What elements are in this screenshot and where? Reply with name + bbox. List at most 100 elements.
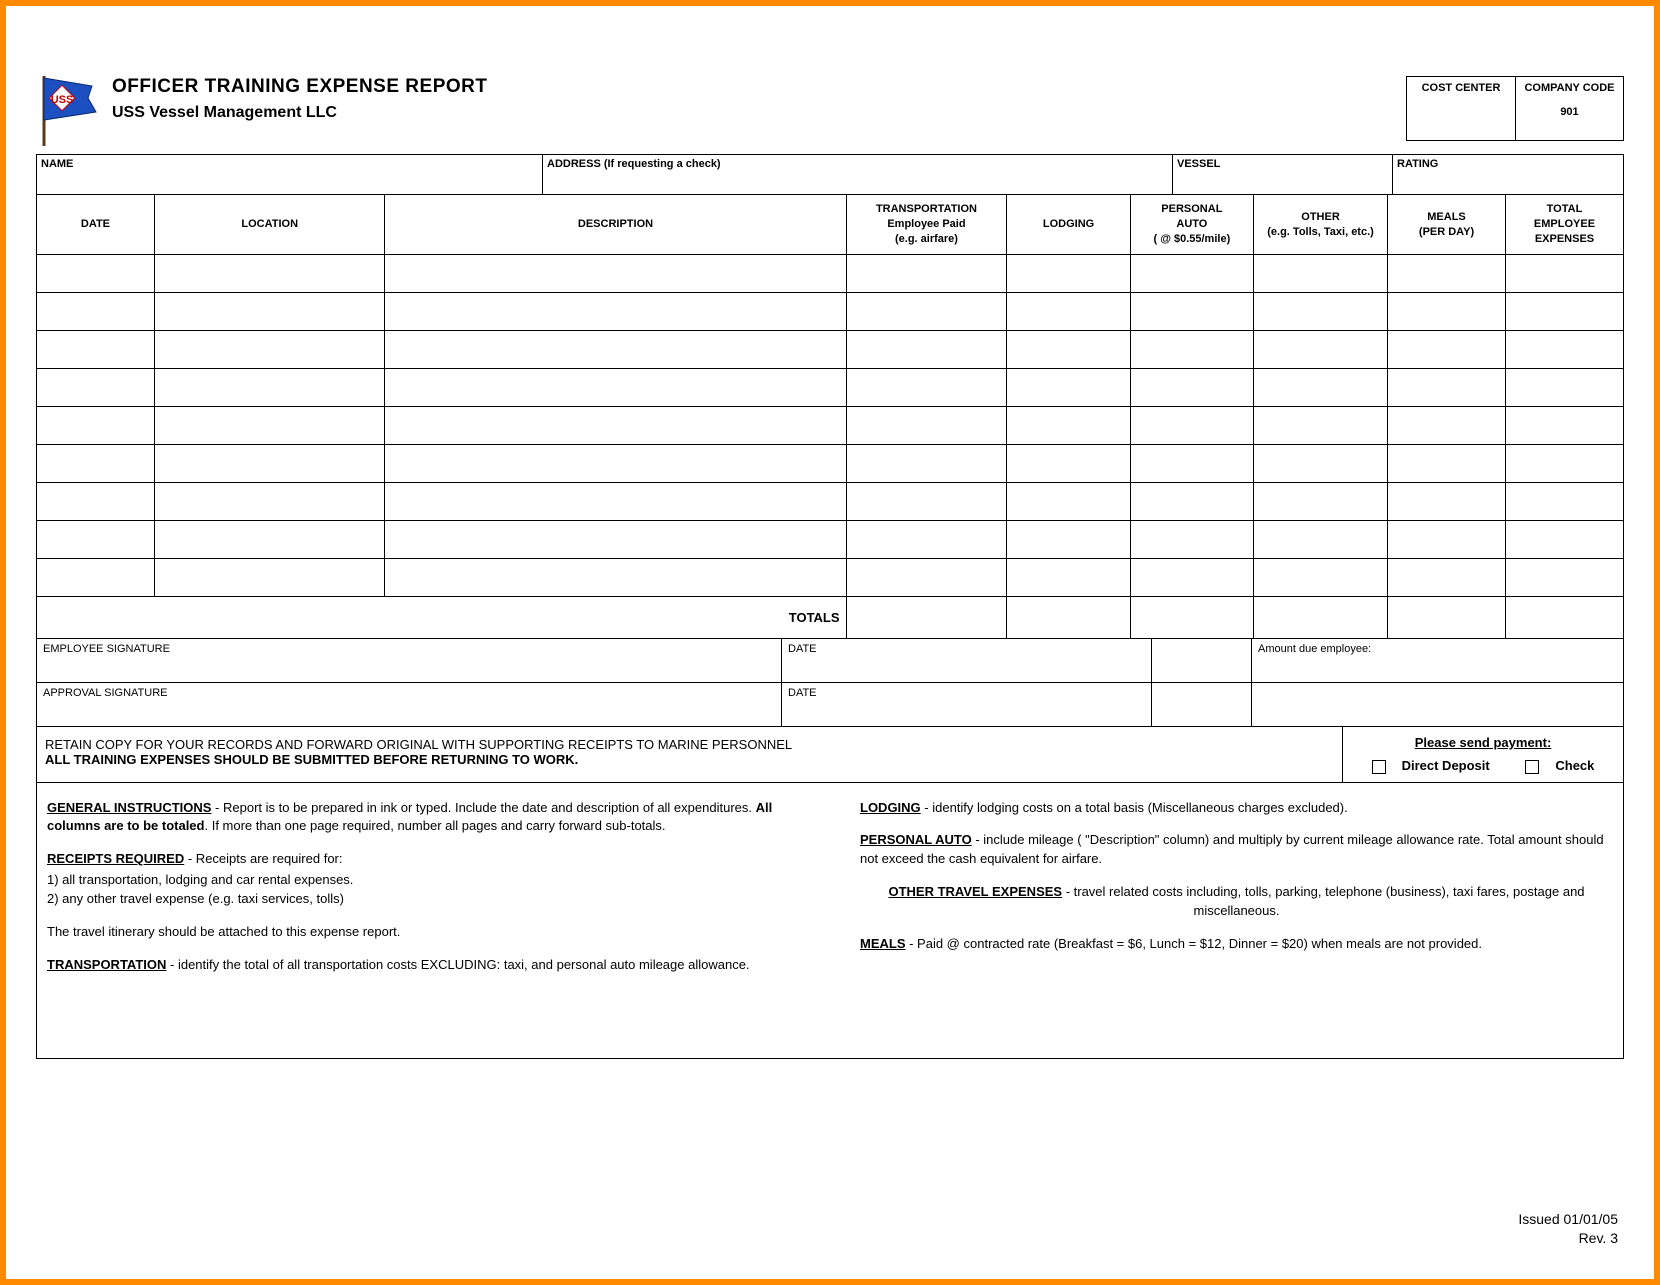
direct-deposit-option[interactable]: Direct Deposit [1364, 758, 1498, 773]
table-cell [1130, 483, 1253, 521]
cost-center-cell: COST CENTER [1407, 77, 1515, 140]
totals-row: TOTALS [37, 597, 1624, 639]
totals-label: TOTALS [37, 597, 847, 639]
table-cell [1505, 407, 1623, 445]
table-cell [846, 293, 1007, 331]
address-field: ADDRESS (If requesting a check) [542, 155, 1172, 194]
approval-signature: APPROVAL SIGNATURE [37, 683, 782, 727]
instructions-left: GENERAL INSTRUCTIONS - Report is to be p… [47, 799, 800, 989]
table-cell [846, 521, 1007, 559]
table-cell [1388, 293, 1506, 331]
table-row [37, 369, 1624, 407]
table-cell [1388, 445, 1506, 483]
instructions-panel: GENERAL INSTRUCTIONS - Report is to be p… [36, 783, 1624, 1060]
table-cell [1007, 255, 1130, 293]
rating-field: RATING [1392, 155, 1623, 194]
col-other: OTHER (e.g. Tolls, Taxi, etc.) [1254, 195, 1388, 255]
table-cell [1505, 369, 1623, 407]
table-cell [1007, 483, 1130, 521]
company-code-cell: COMPANY CODE 901 [1515, 77, 1623, 140]
totals-other [1254, 597, 1388, 639]
cost-company-box: COST CENTER COMPANY CODE 901 [1406, 76, 1624, 141]
totals-transportation [846, 597, 1007, 639]
employee-sig-date: DATE [782, 639, 1152, 683]
name-field: NAME [37, 155, 542, 194]
totals-meals [1388, 597, 1506, 639]
retain-row: RETAIN COPY FOR YOUR RECORDS AND FORWARD… [36, 727, 1624, 783]
table-cell [846, 331, 1007, 369]
table-cell [1254, 331, 1388, 369]
table-cell [1130, 369, 1253, 407]
uss-flag-icon: USS [36, 76, 98, 146]
table-cell [385, 521, 846, 559]
table-cell [37, 407, 155, 445]
table-cell [385, 255, 846, 293]
payment-method-box: Please send payment: Direct Deposit Chec… [1343, 727, 1623, 782]
table-row [37, 407, 1624, 445]
table-cell [1254, 521, 1388, 559]
expense-table: DATE LOCATION DESCRIPTION TRANSPORTATION… [36, 194, 1624, 639]
document-frame: USS OFFICER TRAINING EXPENSE REPORT USS … [0, 0, 1660, 1285]
table-cell [846, 407, 1007, 445]
table-cell [1254, 445, 1388, 483]
table-cell [1388, 331, 1506, 369]
table-cell [1388, 369, 1506, 407]
table-cell [37, 293, 155, 331]
table-cell [1007, 445, 1130, 483]
svg-text:USS: USS [51, 94, 74, 106]
table-cell [846, 445, 1007, 483]
retain-instructions: RETAIN COPY FOR YOUR RECORDS AND FORWARD… [37, 727, 1343, 782]
totals-total [1505, 597, 1623, 639]
table-cell [1505, 521, 1623, 559]
table-cell [846, 255, 1007, 293]
table-cell [1505, 255, 1623, 293]
amount-due-employee: Amount due employee: [1252, 639, 1623, 683]
table-cell [1130, 407, 1253, 445]
table-cell [154, 559, 385, 597]
table-row [37, 331, 1624, 369]
table-row [37, 293, 1624, 331]
table-row [37, 445, 1624, 483]
col-meals: MEALS (PER DAY) [1388, 195, 1506, 255]
table-cell [1505, 445, 1623, 483]
table-cell [1388, 521, 1506, 559]
company-subtitle: USS Vessel Management LLC [112, 104, 1406, 122]
col-description: DESCRIPTION [385, 195, 846, 255]
col-total: TOTAL EMPLOYEE EXPENSES [1505, 195, 1623, 255]
report-title: OFFICER TRAINING EXPENSE REPORT [112, 76, 1406, 98]
issued-date: Issued 01/01/05 [1518, 1210, 1618, 1230]
check-option[interactable]: Check [1517, 758, 1602, 773]
table-cell [1007, 369, 1130, 407]
checkbox-icon[interactable] [1372, 760, 1386, 774]
table-cell [385, 483, 846, 521]
table-cell [37, 521, 155, 559]
table-cell [1007, 331, 1130, 369]
table-cell [1254, 407, 1388, 445]
table-cell [385, 445, 846, 483]
table-cell [385, 369, 846, 407]
table-row [37, 483, 1624, 521]
table-cell [1505, 483, 1623, 521]
table-cell [1130, 331, 1253, 369]
company-code-value: 901 [1518, 105, 1621, 119]
table-cell [1130, 559, 1253, 597]
table-cell [846, 483, 1007, 521]
table-header-row: DATE LOCATION DESCRIPTION TRANSPORTATION… [37, 195, 1624, 255]
checkbox-icon[interactable] [1525, 760, 1539, 774]
table-cell [154, 445, 385, 483]
sig-blank-2 [1152, 683, 1252, 727]
table-cell [846, 559, 1007, 597]
table-cell [1130, 255, 1253, 293]
revision: Rev. 3 [1518, 1229, 1618, 1249]
col-personal-auto: PERSONAL AUTO ( @ $0.55/mile) [1130, 195, 1253, 255]
table-cell [385, 331, 846, 369]
instructions-right: LODGING - identify lodging costs on a to… [860, 799, 1613, 989]
table-cell [1007, 559, 1130, 597]
table-cell [154, 521, 385, 559]
totals-lodging [1007, 597, 1130, 639]
approval-sig-date: DATE [782, 683, 1152, 727]
table-cell [37, 255, 155, 293]
table-cell [1505, 331, 1623, 369]
send-payment-label: Please send payment: [1353, 735, 1613, 750]
col-lodging: LODGING [1007, 195, 1130, 255]
